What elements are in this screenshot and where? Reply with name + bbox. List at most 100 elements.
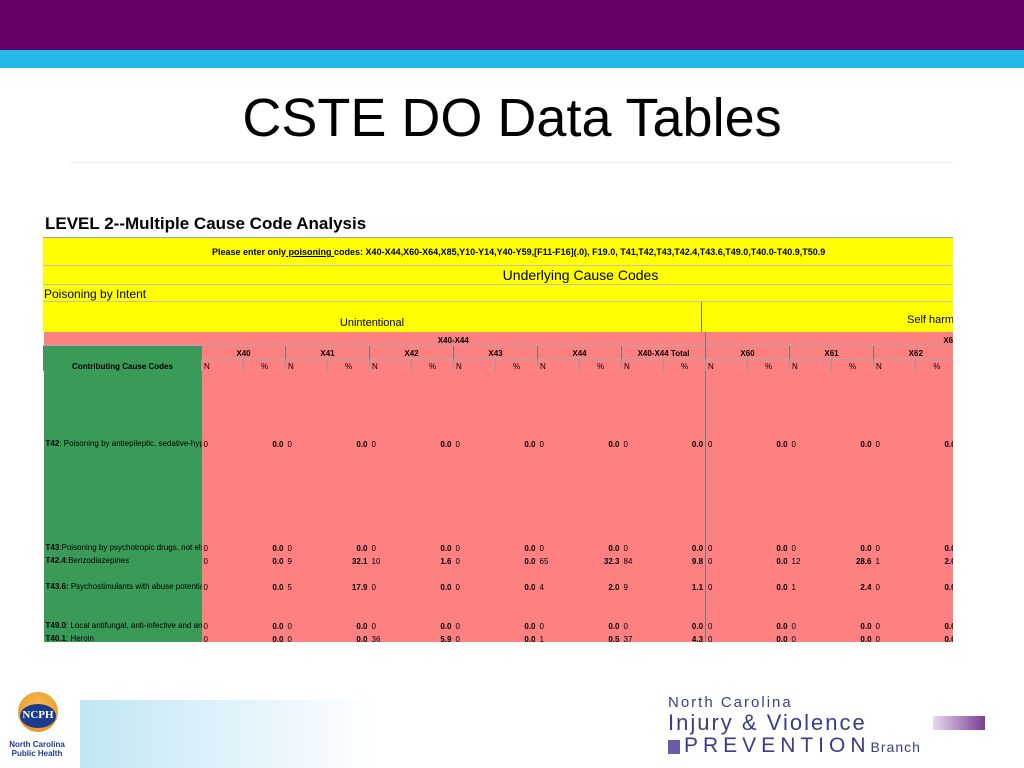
cell-n: 0: [285, 371, 328, 449]
data-table: X40-X44 X60 Contributing Cause Codes X40…: [43, 332, 953, 642]
brand-line1: North Carolina: [668, 694, 793, 711]
ncph-mark: NCPH: [22, 709, 54, 721]
cell-percent: 0.0: [831, 631, 874, 642]
cell-percent: 0.0: [327, 449, 370, 553]
ncph-ring-icon: [20, 704, 56, 728]
n-header: N: [621, 357, 664, 371]
ncph-logo: NCPH North Carolina Public Health: [2, 690, 72, 768]
cell-n: 0: [873, 449, 916, 553]
cell-percent: 0.0: [495, 553, 538, 566]
table-row: T49.0: Local antifungal, anti-infective …: [43, 592, 953, 631]
row-description: : Heroin: [65, 634, 94, 642]
cell-n: 0: [201, 566, 244, 592]
cell-n: 0: [201, 592, 244, 631]
cell-n: 0: [705, 592, 748, 631]
cell-percent: 0.0: [831, 371, 874, 449]
cell-n: 0: [705, 449, 748, 553]
cell-n: 0: [873, 631, 916, 642]
row-description: :Poisoning by psychotropic drugs, not el…: [59, 543, 201, 552]
cell-percent: 0.0: [243, 553, 286, 566]
cell-n: 65: [537, 553, 580, 566]
row-description: Psychostimulants with abuse potential(ex…: [70, 582, 202, 591]
underlying-cause-header: Underlying Cause Codes: [43, 265, 953, 284]
code-header-x62: X62: [873, 344, 953, 358]
table-row: T42.4:Benzodiazepines 0 0.0 9 32.1 10 1.6 0 0.0 6…: [43, 553, 953, 566]
n-header: N: [789, 357, 832, 371]
cell-percent: 0.0: [831, 592, 874, 631]
ncph-caption-line2: Public Health: [11, 749, 63, 758]
cell-n: 0: [621, 371, 664, 449]
code-header-x61: X61: [789, 344, 874, 358]
slide-title: CSTE DO Data Tables: [242, 88, 782, 148]
percent-header: %: [662, 357, 706, 371]
cell-n: 1: [537, 631, 580, 642]
row-label: T43.6: Psychostimulants with abuse poten…: [43, 566, 202, 592]
cell-percent: 0.0: [495, 566, 538, 592]
cell-n: 0: [201, 371, 244, 449]
cell-n: 0: [453, 553, 496, 566]
cell-percent: 0.0: [831, 449, 874, 553]
row-code: T40.1: [45, 634, 66, 642]
brand-line3: PREVENTIONBranch: [684, 734, 921, 758]
cell-n: 0: [285, 449, 328, 553]
row-description: : Local antifungal, anti-infective and a…: [65, 621, 202, 630]
cell-percent: 0.0: [579, 592, 622, 631]
cell-percent: 0.0: [663, 449, 706, 553]
cell-percent: 0.0: [327, 592, 370, 631]
cell-n: 0: [705, 631, 748, 642]
cell-n: 0: [705, 553, 748, 566]
percent-header: %: [411, 357, 454, 371]
cell-percent: 0.0: [915, 566, 953, 592]
cell-n: 0: [789, 371, 832, 449]
cell-percent: 0.5: [579, 631, 622, 642]
contributing-cause-header: Contributing Cause Codes: [43, 344, 202, 371]
cell-percent: 0.0: [495, 631, 538, 642]
cell-percent: 1.1: [663, 566, 706, 592]
cell-n: 84: [621, 553, 664, 566]
cell-percent: 0.0: [243, 631, 286, 642]
brand-branch: Branch: [870, 739, 921, 755]
code-header-x60: X60: [705, 344, 790, 358]
code-header-x40: X40: [201, 344, 286, 358]
row-description: :Benzodiazepines: [65, 556, 130, 565]
brand-prevention: PREVENTION: [684, 734, 871, 757]
cell-percent: 0.0: [411, 449, 454, 553]
cell-n: 0: [285, 592, 328, 631]
cell-n: 36: [369, 631, 412, 642]
cell-n: 0: [453, 566, 496, 592]
cell-percent: 0.0: [495, 592, 538, 631]
cell-n: 0: [201, 631, 244, 642]
cell-percent: 28.6: [831, 553, 874, 566]
row-code: T42: [45, 439, 60, 448]
cell-n: 0: [453, 449, 496, 553]
percent-header: %: [495, 357, 538, 371]
cell-percent: 0.0: [579, 371, 622, 449]
percent-header: %: [579, 357, 622, 371]
cell-percent: 0.0: [915, 371, 953, 449]
cell-percent: 32.1: [327, 553, 370, 566]
cell-percent: 0.0: [243, 449, 286, 553]
row-code: T43: [45, 543, 60, 552]
code-header-x44: X44: [537, 344, 622, 358]
cell-n: 0: [873, 592, 916, 631]
table-row: T42: Poisoning by antiepileptic, sedativ…: [43, 371, 953, 449]
row-label: T49.0: Local antifungal, anti-infective …: [43, 592, 202, 631]
percent-header: %: [327, 357, 370, 371]
cell-percent: 0.0: [243, 592, 286, 631]
cell-percent: 2.0: [579, 566, 622, 592]
cell-n: 0: [789, 631, 832, 642]
cell-percent: 0.0: [327, 631, 370, 642]
cell-n: 0: [873, 371, 916, 449]
table-row: T40.1: Heroin 0 0.0 0 0.0 36 5.9 0 0.0 1 0.5 37 4.3 0…: [43, 631, 953, 642]
range-blank-cell: [43, 332, 202, 345]
percent-header: %: [243, 357, 286, 371]
cell-n: 0: [537, 449, 580, 553]
ncph-caption: North Carolina Public Health: [2, 740, 72, 758]
row-code: T43.6:: [45, 582, 69, 591]
cell-n: 0: [705, 371, 748, 449]
table-row: T43.6: Psychostimulants with abuse poten…: [43, 566, 953, 592]
cell-percent: 0.0: [495, 449, 538, 553]
instruction-codes: codes: X40-X44,X60-X64,X85,Y10-Y14,Y40-Y…: [334, 247, 826, 257]
cell-percent: 0.0: [411, 371, 454, 449]
level-title: LEVEL 2--Multiple Cause Code Analysis: [45, 214, 367, 233]
